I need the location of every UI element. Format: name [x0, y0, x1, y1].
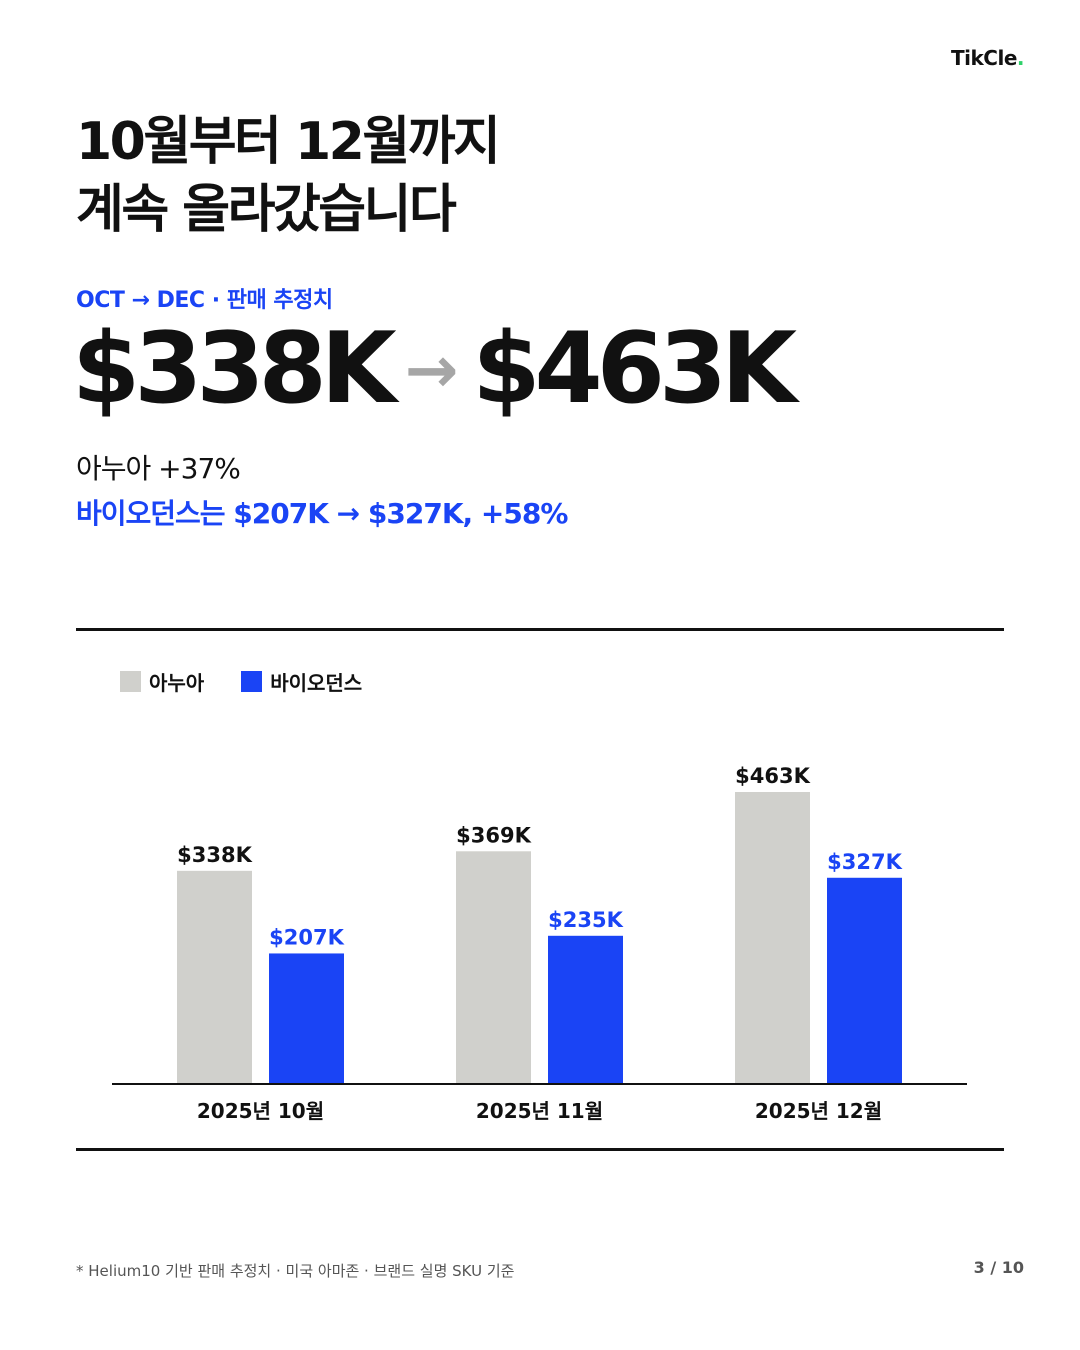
- data-label-anua-0: $338K: [177, 843, 252, 867]
- bar-biodance-2: [827, 877, 902, 1084]
- data-label-biodance-2: $327K: [827, 850, 902, 874]
- footnote: * Helium10 기반 판매 추정치 · 미국 아마존 · 브랜드 실명 S…: [76, 1262, 515, 1280]
- headline-values: $338K → $463K: [72, 312, 797, 426]
- divider-bottom: [76, 1148, 1004, 1151]
- page-title: 10월부터 12월까지 계속 올라갔습니다: [76, 108, 501, 244]
- bar-anua-0: [177, 870, 252, 1084]
- legend-label-anua: 아누아: [149, 671, 205, 695]
- x-tick-label-1: 2025년 11월: [476, 1099, 603, 1123]
- title-line-1: 10월부터 12월까지: [76, 112, 501, 172]
- legend-item-biodance: 바이오던스: [241, 667, 362, 696]
- legend-label-biodance: 바이오던스: [270, 671, 363, 695]
- divider-top: [76, 628, 1004, 631]
- page-indicator: 3 / 10: [973, 1258, 1024, 1277]
- section-kicker: OCT → DEC · 판매 추정치: [76, 288, 333, 313]
- arrow-icon: →: [404, 334, 459, 408]
- chart-legend: 아누아 바이오던스: [120, 667, 399, 696]
- summary-anua: 아누아 +37%: [76, 452, 241, 485]
- legend-item-anua: 아누아: [120, 667, 204, 696]
- headline-from: $338K: [72, 312, 397, 426]
- bar-biodance-0: [269, 953, 344, 1084]
- data-label-biodance-0: $207K: [269, 925, 344, 949]
- x-tick-label-2: 2025년 12월: [755, 1099, 882, 1123]
- headline-to: $463K: [472, 312, 797, 426]
- title-line-2: 계속 올라갔습니다: [76, 180, 457, 240]
- bar-anua-2: [735, 792, 810, 1084]
- legend-swatch-anua: [120, 671, 141, 692]
- summary-biodance: 바이오던스는 $207K → $327K, +58%: [76, 497, 568, 530]
- bar-biodance-1: [548, 935, 623, 1084]
- data-label-anua-1: $369K: [456, 823, 531, 847]
- legend-swatch-biodance: [241, 671, 263, 692]
- data-label-biodance-1: $235K: [548, 908, 623, 932]
- bar-chart: $338K $207K 2025년 10월 $369K $235K 2025년 11월 $4…: [112, 764, 967, 1123]
- data-label-anua-2: $463K: [735, 764, 810, 788]
- x-tick-label-0: 2025년 10월: [197, 1099, 324, 1123]
- logo-dot: .: [1016, 46, 1025, 70]
- bar-anua-1: [456, 851, 531, 1084]
- brand-logo: TikCle.: [950, 46, 1025, 70]
